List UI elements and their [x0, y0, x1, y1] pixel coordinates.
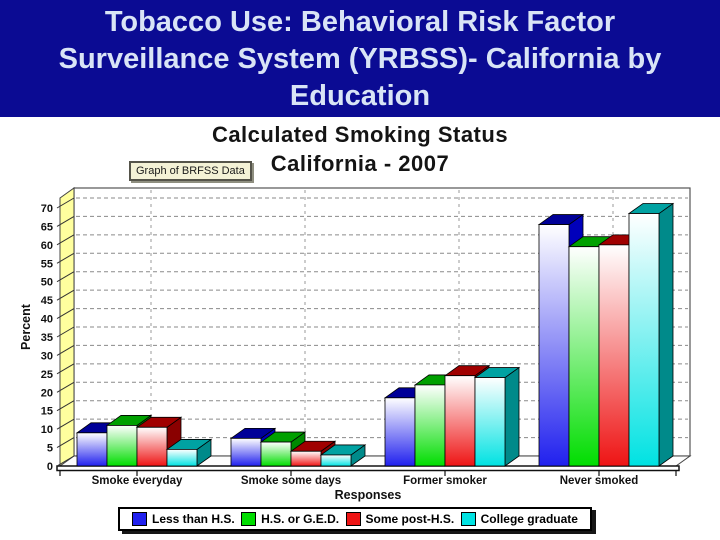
- y-tick-label: 0: [47, 461, 53, 473]
- bar-chart-plot: 0 5 10 15 20 25 30 35 40 45 50 55 60 65 70 Smoke everyd…: [19, 187, 692, 502]
- slide-title: Tobacco Use: Behavioral Risk Factor Surv…: [58, 6, 662, 112]
- y-tick: [56, 215, 75, 227]
- x-axis-title: Responses: [335, 488, 402, 502]
- legend-label: College graduate: [480, 512, 578, 526]
- x-category-label: Smoke some days: [241, 475, 341, 487]
- legend-label: H.S. or G.E.D.: [261, 512, 340, 526]
- y-tick-label: 65: [41, 221, 53, 233]
- y-tick-label: 55: [41, 258, 53, 270]
- y-tick-label: 50: [41, 277, 53, 289]
- bar-series3-cat3: [627, 202, 675, 467]
- y-tick: [56, 344, 75, 356]
- y-tick: [56, 363, 75, 375]
- y-tick-label: 30: [41, 350, 53, 362]
- x-category-label: Former smoker: [403, 475, 487, 487]
- y-tick: [56, 308, 75, 320]
- x-axis-line: [56, 465, 680, 472]
- y-tick: [56, 400, 75, 412]
- legend-swatch: [460, 512, 476, 526]
- legend-swatch: [345, 512, 361, 526]
- legend-swatch: [132, 512, 147, 526]
- legend-label: Less than H.S.: [152, 512, 235, 526]
- legend-item: Some post-H.S.: [345, 512, 455, 526]
- y-axis-title: Percent: [19, 303, 33, 350]
- y-tick: [56, 252, 75, 264]
- bar-series3-cat0: [165, 438, 213, 467]
- plot-left-wall: [59, 187, 75, 467]
- legend-item: College graduate: [460, 512, 578, 526]
- legend-item: H.S. or G.E.D.: [241, 512, 339, 526]
- x-category-label: Never smoked: [560, 475, 639, 487]
- y-tick: [56, 437, 75, 449]
- slide-title-band: Tobacco Use: Behavioral Risk Factor Surv…: [0, 0, 720, 117]
- y-tick-label: 25: [41, 369, 53, 381]
- y-tick: [56, 418, 75, 430]
- legend-item: Less than H.S.: [132, 512, 235, 526]
- bar-series3-cat1: [319, 444, 367, 467]
- y-tick-label: 70: [41, 203, 53, 215]
- bar-series3-cat2: [473, 366, 521, 467]
- y-tick: [56, 271, 75, 283]
- y-tick: [56, 455, 75, 467]
- x-category-label: Smoke everyday: [92, 475, 183, 487]
- legend-label: Some post-H.S.: [365, 512, 455, 526]
- graph-source-label: Graph of BRFSS Data: [129, 161, 252, 181]
- bar-series2-cat0: [135, 416, 183, 467]
- y-tick-label: 10: [41, 424, 53, 436]
- y-tick-label: 60: [41, 240, 53, 252]
- chart-subtitle: California - 2007: [270, 151, 450, 176]
- y-tick-label: 15: [41, 406, 53, 418]
- y-tick-label: 40: [41, 314, 53, 326]
- y-tick-label: 20: [41, 387, 53, 399]
- chart-panel: Calculated Smoking Status California - 2…: [0, 117, 720, 540]
- y-tick: [56, 289, 75, 301]
- chart-legend: Less than H.S. H.S. or G.E.D. Some post-H.…: [118, 507, 592, 531]
- y-tick-label: 45: [41, 295, 53, 307]
- y-tick: [56, 197, 75, 209]
- y-tick: [56, 381, 75, 393]
- legend-swatch: [241, 512, 257, 526]
- chart-title: Calculated Smoking Status: [211, 122, 509, 147]
- y-tick-label: 35: [41, 332, 53, 344]
- y-tick: [56, 326, 75, 338]
- y-tick-label: 5: [47, 443, 53, 455]
- y-tick: [56, 234, 75, 246]
